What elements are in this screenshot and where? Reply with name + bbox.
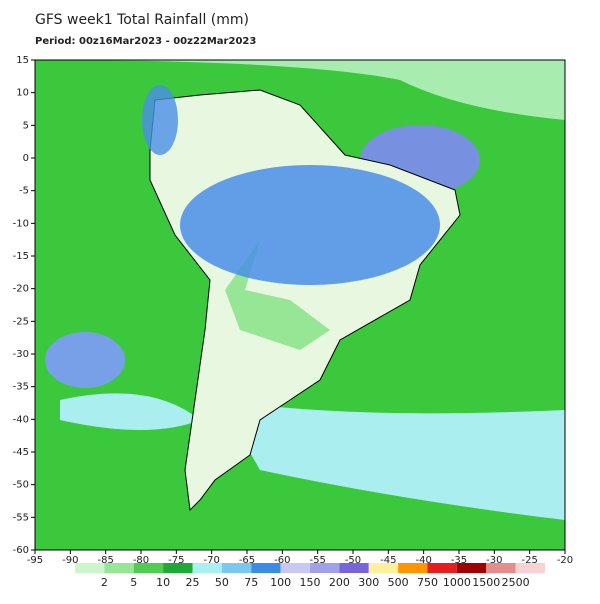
legend-label: 25	[186, 576, 200, 589]
lon-label: -45	[380, 555, 396, 566]
legend-swatch	[427, 563, 457, 573]
lat-label: -50	[13, 480, 29, 491]
lon-label: -50	[345, 555, 361, 566]
lon-label: -25	[521, 555, 537, 566]
frame	[34, 59, 566, 551]
lon-label: -75	[168, 555, 184, 566]
lon-label: -90	[62, 555, 78, 566]
legend-swatch	[515, 563, 545, 573]
lat-label: -5	[19, 186, 29, 197]
lat-label: -60	[13, 545, 29, 556]
legend-label: 750	[417, 576, 438, 589]
legend-label: 150	[300, 576, 321, 589]
legend-swatch	[75, 563, 105, 573]
light-rain	[35, 60, 565, 120]
map	[34, 59, 566, 551]
lon-label: -35	[451, 555, 467, 566]
lat-label: -15	[13, 251, 29, 262]
period: Period: 00z16Mar2023 - 00z22Mar2023	[35, 36, 256, 47]
lat-label: 5	[23, 120, 29, 131]
legend-label: 100	[270, 576, 291, 589]
lat-label: -20	[13, 284, 29, 295]
legend-swatch	[192, 563, 222, 573]
legend-swatch	[104, 563, 134, 573]
legend-swatch	[251, 563, 281, 573]
legend-label: 10	[156, 576, 170, 589]
legend-label: 300	[358, 576, 379, 589]
legend-label: 75	[244, 576, 258, 589]
legend-swatch	[339, 563, 369, 573]
rain-cell	[45, 332, 125, 388]
lat-label: -45	[13, 447, 29, 458]
lon-label: -70	[203, 555, 219, 566]
title: GFS week1 Total Rainfall (mm)	[35, 12, 249, 28]
legend-swatch	[456, 563, 487, 573]
lat-label: -25	[13, 316, 29, 327]
lon-label: -80	[133, 555, 149, 566]
legend-label: 5	[130, 576, 137, 589]
lat-label: -30	[13, 349, 29, 360]
lon-label: -40	[415, 555, 431, 566]
lon-label: -20	[557, 555, 573, 566]
legend-swatch	[486, 563, 516, 573]
legend-label: 1500	[472, 576, 500, 589]
lat-label: 0	[23, 153, 29, 164]
lat-label: -55	[13, 512, 29, 523]
legend-label: 500	[388, 576, 409, 589]
lat-label: -10	[13, 218, 29, 229]
lon-label: -95	[27, 555, 43, 566]
lon-label: -65	[239, 555, 255, 566]
legend-swatch	[221, 563, 252, 573]
lat-label: -35	[13, 382, 29, 393]
lat-label: 10	[16, 88, 29, 99]
lon-label: -60	[274, 555, 290, 566]
legend-label: 2500	[502, 576, 530, 589]
lon-label: -85	[97, 555, 113, 566]
legend-label: 2	[101, 576, 108, 589]
legend-swatch	[133, 563, 164, 573]
legend-swatch	[280, 563, 310, 573]
legend-label: 200	[329, 576, 350, 589]
lat-label: -40	[13, 414, 29, 425]
legend-label: 1000	[443, 576, 471, 589]
lon-label: -55	[309, 555, 325, 566]
light-rain-west	[60, 393, 200, 430]
lat-label: 15	[16, 55, 29, 66]
amazon-rain	[180, 165, 440, 285]
legend-swatch	[368, 563, 399, 573]
light-rain-south	[220, 400, 565, 520]
andes-rain	[142, 85, 178, 155]
legend-label: 50	[215, 576, 229, 589]
legend-swatch	[163, 563, 193, 573]
lon-label: -30	[486, 555, 502, 566]
legend-swatch	[398, 563, 428, 573]
legend-swatch	[310, 563, 340, 573]
